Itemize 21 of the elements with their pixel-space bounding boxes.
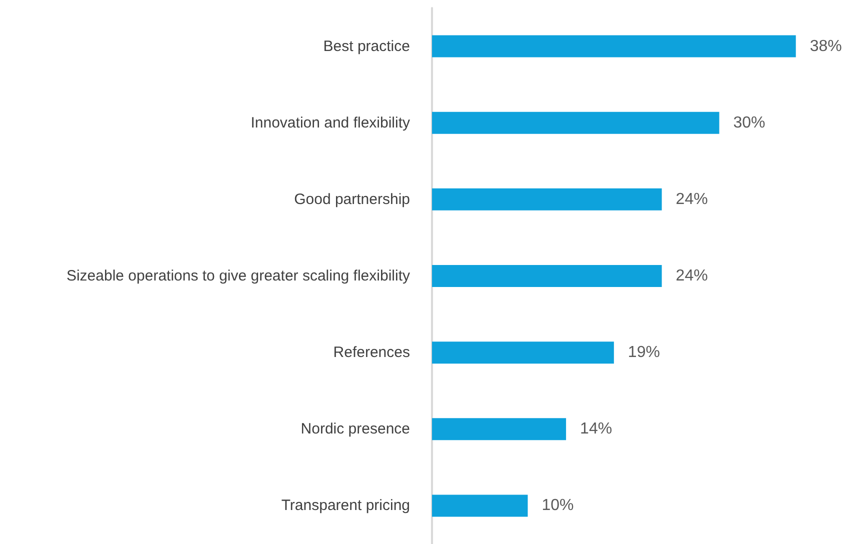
y-tick-label: Sizeable operations to give greater scaling flexibility [66, 268, 410, 284]
data-label: 10% [542, 497, 574, 514]
y-tick-label: Nordic presence [300, 420, 410, 438]
y-tick-label: References [333, 344, 410, 362]
bar [432, 265, 662, 287]
y-tick-label: Innovation and flexibility [250, 114, 410, 132]
data-label: 30% [733, 114, 766, 132]
bar [432, 494, 528, 517]
data-label: 19% [628, 344, 660, 362]
y-tick-label: Best practice [323, 38, 410, 55]
bar [432, 418, 566, 440]
data-label: 24% [676, 190, 708, 208]
bar [432, 35, 796, 58]
bar [432, 188, 662, 210]
y-tick-label: Transparent pricing [281, 497, 410, 514]
bar [432, 342, 614, 364]
y-tick-label: Good partnership [294, 190, 410, 208]
data-label: 38% [810, 38, 842, 55]
data-label: 14% [580, 420, 612, 438]
data-label: 24% [676, 268, 708, 284]
bar [432, 112, 720, 134]
